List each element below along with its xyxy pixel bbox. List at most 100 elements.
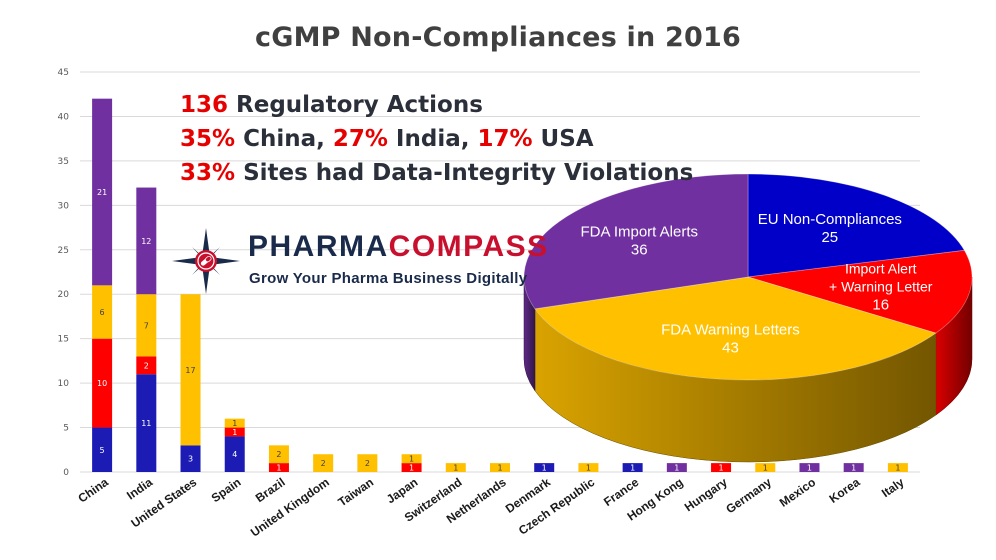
y-tick-label: 30 [58,201,70,211]
highlight-text: USA [532,126,594,152]
bar-segment [711,463,732,472]
bar-value-label: 1 [807,464,812,473]
bar-segment [357,454,378,472]
y-tick-label: 25 [58,246,69,256]
x-tick-label: Korea [827,475,863,506]
bar-value-label: 2 [276,450,281,459]
bar-value-label: 1 [630,464,635,473]
bar-value-label: 7 [144,321,149,330]
bar-segment [92,427,113,472]
bar-segment [490,463,510,472]
highlight-regulatory-actions: 136 Regulatory Actions [180,88,693,122]
highlight-data-integrity: 33% Sites had Data-Integrity Violations [180,156,693,190]
bar-value-label: 6 [100,308,105,317]
y-tick-label: 40 [58,112,70,122]
bar-segment [92,338,113,428]
bar-value-label: 1 [674,464,679,473]
bar-segment [313,454,334,472]
x-tick-label: Japan [384,475,420,506]
highlight-share-usa: 17% [477,126,533,152]
bar-value-label: 4 [232,450,237,459]
pie-slice-label: FDA Warning Letters [661,321,800,338]
x-tick-label: Hungary [682,475,730,515]
y-tick-label: 45 [58,68,69,78]
bar-value-label: 1 [232,419,237,428]
pie-slice [523,173,749,310]
bar-value-label: 1 [719,464,724,473]
compass-icon [172,228,240,294]
bar-segment [268,445,289,464]
bar-value-label: 2 [321,459,326,468]
pie-slice-value: 43 [722,339,739,356]
pie-slice [747,173,966,278]
bar-value-label: 10 [97,379,107,388]
highlights-panel: 136 Regulatory Actions 35% China, 27% In… [180,88,693,190]
bar-value-label: 3 [188,455,193,464]
highlight-number: 136 [180,92,229,118]
bar-segment [136,294,157,357]
bar-value-label: 2 [365,459,370,468]
bar-segment [136,187,157,295]
highlight-text: India, [387,126,478,152]
bar-segment [224,427,245,437]
pie-slice-label: Import Alert [845,261,917,277]
bar-segment [578,463,599,472]
highlight-text: Sites had Data-Integrity Violations [235,160,694,186]
highlight-text: Regulatory Actions [228,92,483,118]
pie-slice-label: + Warning Letter [829,279,933,295]
y-tick-label: 0 [63,468,69,478]
bar-segment [136,374,157,472]
bar-segment [180,294,201,446]
logo-word-compass: COMPASS [388,230,549,263]
logo-tagline: Grow Your Pharma Business Digitally [249,270,528,287]
bar-value-label: 1 [276,464,281,473]
bar-value-label: 1 [497,464,502,473]
bar-segment [622,463,643,472]
bar-value-label: 11 [141,419,151,428]
y-tick-label: 5 [63,424,69,434]
pie-slice [747,249,973,334]
x-tick-label: Germany [723,475,774,516]
bar-segment [92,98,113,286]
x-tick-label: United Kingdom [248,475,332,540]
bar-segment [92,285,113,339]
bar-value-label: 1 [542,464,547,473]
x-tick-label: Brazil [253,475,288,505]
logo-wordmark: PHARMACOMPASS [248,230,549,264]
bar-value-label: 1 [763,464,768,473]
bar-segment [401,463,422,472]
bar-value-label: 1 [586,464,591,473]
bar-segment [180,445,201,472]
bar-value-label: 1 [851,464,856,473]
pie-slice-value: 36 [631,242,648,259]
bar-segment [534,463,555,472]
y-tick-label: 20 [58,290,70,300]
x-tick-label: Taiwan [335,475,376,509]
pie-slice-label: EU Non-Compliances [758,211,902,228]
bar-segment [666,463,687,472]
bar-segment [268,463,289,472]
pie-slice [534,276,937,381]
x-tick-label: India [124,475,155,503]
chart-title: cGMP Non-Compliances in 2016 [255,22,741,53]
bar-segment [755,463,776,472]
bar-segment [799,463,820,472]
bar-value-label: 21 [97,188,107,197]
bar-value-label: 1 [409,455,414,464]
highlight-number: 33% [180,160,236,186]
gridlines [80,71,920,473]
y-tick-label: 10 [58,379,70,389]
highlight-share-china: 35% [180,126,236,152]
bar-segment [887,463,908,472]
bar-value-label: 1 [895,464,900,473]
bar-value-label: 1 [232,428,237,437]
logo-word-pharma: PHARMA [248,230,389,263]
bar-segment [224,436,245,472]
pharmacompass-logo: PHARMACOMPASS Grow Your Pharma Business … [170,226,547,296]
bar-segment [843,463,864,472]
highlight-text: China, [235,126,333,152]
x-tick-label: Czech Republic [516,475,597,538]
bar-segment [136,356,157,375]
